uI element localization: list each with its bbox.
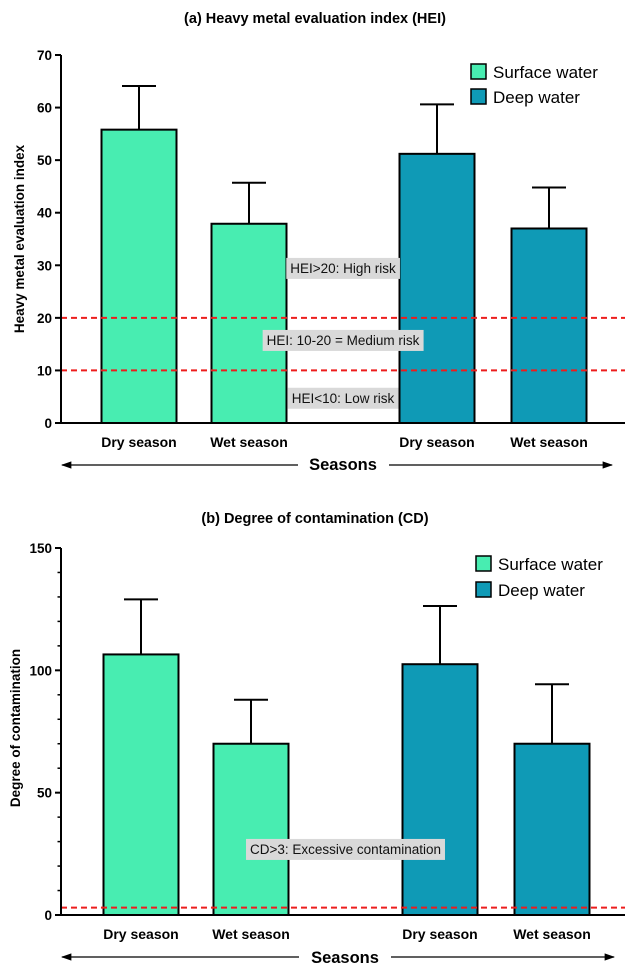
chart-a-legend-label-1: Surface water: [493, 63, 598, 82]
chart-b-legend: Surface water Deep water: [475, 555, 603, 600]
chart-b-bar-3: [401, 663, 479, 917]
chart-a-bar-2: [210, 222, 288, 424]
chart-b-y-tick-label: 100: [29, 663, 52, 678]
chart-b-bar-4: [513, 742, 591, 916]
chart-a-x-axis-title: Seasons: [309, 456, 377, 474]
chart-a-title: (a) Heavy metal evaluation index (HEI): [184, 11, 446, 27]
chart-b-y-tick-label: 150: [29, 541, 52, 556]
chart-b-legend-swatch-2: [475, 581, 492, 598]
chart-a-legend-swatch-1: [470, 63, 487, 80]
chart-a-y-tick-label: 20: [37, 311, 52, 326]
chart-a-category-label-2: Wet season: [210, 434, 288, 450]
chart-b-legend-swatch-1: [475, 555, 492, 572]
chart-a-y-tick-label: 10: [37, 363, 52, 378]
chart-panel-b: (b) Degree of contamination (CD) Degree …: [8, 511, 625, 967]
chart-b-category-label-2: Wet season: [212, 926, 290, 942]
chart-b-annotation-box: [246, 838, 445, 860]
chart-a-annotation-text: HEI<10: Low risk: [292, 391, 395, 406]
chart-a-annotation-2: HEI: 10-20 = Medium risk: [262, 329, 424, 351]
chart-a-legend-swatch-2: [470, 88, 487, 105]
chart-b-bar-2: [212, 742, 290, 916]
chart-a-annotation-text: HEI>20: High risk: [290, 261, 396, 276]
chart-b-category-label-1: Dry season: [103, 926, 178, 942]
chart-a-y-tick-label: 0: [44, 416, 52, 431]
chart-a-bar-4: [510, 227, 588, 424]
chart-b-y-tick-label: 50: [37, 786, 52, 801]
chart-a-annotation-1: HEI>20: High risk: [286, 257, 400, 279]
chart-a-category-label-4: Wet season: [510, 434, 588, 450]
chart-b-y-tick-label: 0: [44, 908, 52, 923]
chart-a-legend: Surface water Deep water: [470, 63, 598, 107]
chart-b-annotation-1: CD>3: Excessive contamination: [246, 838, 445, 860]
chart-a-y-tick-label: 40: [37, 206, 52, 221]
chart-a-y-tick-label: 50: [37, 153, 52, 168]
chart-b-y-axis-title: Degree of contamination: [8, 649, 23, 807]
chart-a-category-label-1: Dry season: [101, 434, 176, 450]
chart-a-legend-label-2: Deep water: [493, 88, 580, 107]
chart-b-annotation-text: CD>3: Excessive contamination: [250, 842, 441, 857]
chart-a-bar-3: [398, 152, 476, 424]
chart-a-y-axis-title: Heavy metal evaluation index: [12, 144, 27, 333]
chart-a-annotation-3: HEI<10: Low risk: [287, 387, 399, 409]
chart-a-bar-1: [100, 128, 178, 424]
chart-b-title: (b) Degree of contamination (CD): [201, 511, 428, 527]
chart-a-y-tick-label: 60: [37, 101, 52, 116]
chart-b-legend-label-1: Surface water: [498, 555, 603, 574]
chart-panel-a: (a) Heavy metal evaluation index (HEI) H…: [12, 11, 625, 474]
chart-a-category-label-3: Dry season: [399, 434, 474, 450]
chart-a-annotation-box: [287, 387, 399, 409]
chart-a-plot-area: 0 10 20 30 40 50 60 70 Dry season Wet season Dry s…: [37, 48, 625, 450]
chart-b-category-label-4: Wet season: [513, 926, 591, 942]
chart-a-y-tick-label: 70: [37, 48, 52, 63]
chart-b-category-label-3: Dry season: [402, 926, 477, 942]
chart-b-plot-area: 0 50 100 150 Dry season Wet season Dry season W…: [29, 541, 625, 942]
chart-a-annotation-box: [286, 257, 400, 279]
chart-a-y-tick-label: 30: [37, 258, 52, 273]
chart-b-bar-1: [102, 653, 180, 916]
chart-a-annotation-text: HEI: 10-20 = Medium risk: [267, 333, 420, 348]
chart-a-annotation-box: [262, 329, 424, 351]
chart-b-x-axis-title: Seasons: [311, 949, 379, 967]
chart-b-legend-label-2: Deep water: [498, 581, 585, 600]
